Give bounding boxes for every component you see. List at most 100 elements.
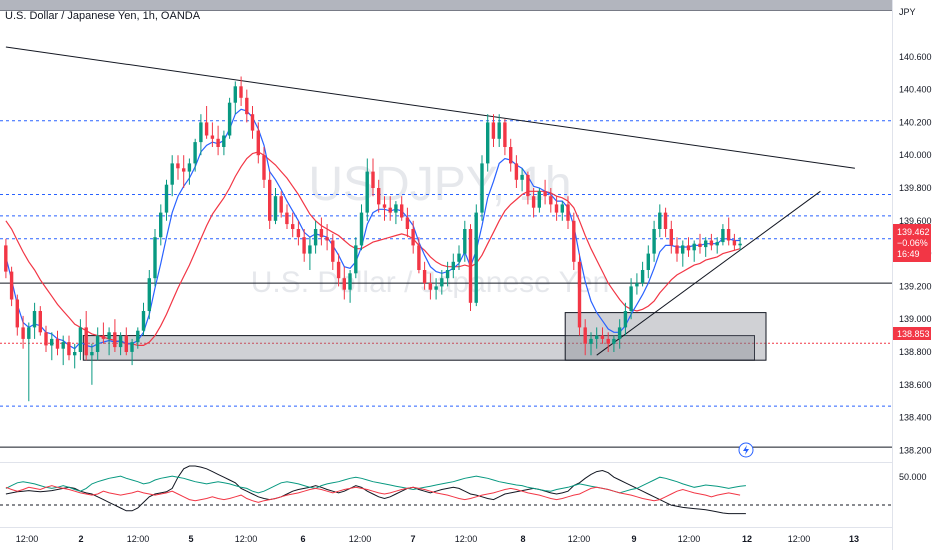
price-tick: 138.200: [899, 445, 932, 455]
zone-box[interactable]: [82, 335, 756, 361]
candle: [136, 327, 140, 349]
price-tick: 138.400: [899, 413, 932, 423]
candle: [726, 217, 731, 246]
candle: [227, 97, 232, 139]
price-tick: 140.000: [899, 150, 932, 160]
candle: [583, 319, 587, 356]
candle: [15, 294, 19, 336]
price-tick: 139.000: [899, 314, 932, 324]
candle: [531, 188, 536, 218]
supply-demand-zones[interactable]: [82, 312, 767, 361]
last-price-tag: 139.462 −0.06% 16:49: [893, 224, 931, 262]
candle: [204, 106, 209, 139]
ema-fast-line: [5, 108, 741, 350]
candle: [681, 240, 685, 267]
last-price-change: −0.06%: [897, 238, 928, 248]
candle: [468, 224, 473, 311]
candle: [503, 119, 507, 156]
time-tick: 12:00: [678, 534, 701, 544]
time-tick: 2: [78, 534, 83, 544]
candle: [549, 188, 553, 213]
time-tick: 12:00: [127, 534, 150, 544]
candle: [600, 327, 605, 344]
alert-price-value: 138.853: [897, 329, 930, 339]
time-tick: 8: [520, 534, 525, 544]
candle: [509, 138, 513, 172]
candle: [273, 188, 278, 225]
trendline[interactable]: [596, 190, 821, 356]
candle: [38, 306, 42, 336]
candle: [526, 171, 530, 205]
candle: [239, 76, 243, 106]
candle: [463, 220, 467, 262]
time-tick: 13: [849, 534, 859, 544]
candle: [646, 245, 650, 279]
candle: [491, 114, 496, 147]
candle: [652, 220, 656, 262]
candle: [21, 315, 25, 349]
candle: [4, 238, 8, 279]
time-axis-ticks[interactable]: 12:00 2 12:00 5 12:00 6 12:00 7 12:00 8 12:00 9 12:0…: [16, 534, 859, 544]
lightning-icon[interactable]: [738, 442, 754, 458]
candle: [199, 114, 203, 156]
candle: [606, 332, 610, 352]
candle: [543, 179, 547, 205]
candle: [296, 220, 301, 246]
candle: [623, 302, 628, 336]
candle: [113, 319, 117, 352]
candle: [101, 322, 106, 344]
candle: [325, 224, 329, 251]
candle: [313, 220, 318, 254]
price-tick: 139.200: [899, 281, 932, 291]
candle: [342, 266, 346, 300]
candle: [354, 237, 358, 279]
time-tick: 12: [742, 534, 752, 544]
candle: [348, 270, 352, 303]
candle: [474, 204, 478, 307]
candle: [595, 327, 599, 349]
candle: [434, 278, 438, 300]
candle: [319, 217, 324, 246]
time-tick: 7: [410, 534, 415, 544]
candle: [405, 207, 410, 238]
candle: [176, 155, 180, 180]
candle: [27, 322, 31, 402]
candle: [61, 335, 65, 366]
candle: [73, 343, 77, 369]
candle: [90, 343, 94, 385]
trendline[interactable]: [5, 46, 855, 169]
time-tick: 12:00: [455, 534, 478, 544]
candle: [164, 179, 169, 221]
candle: [245, 89, 249, 123]
candle: [663, 207, 668, 238]
candle: [400, 196, 404, 221]
candle: [250, 106, 255, 139]
candle: [256, 122, 260, 164]
candle: [187, 158, 192, 185]
candle: [715, 237, 719, 254]
trend-lines[interactable]: [5, 46, 855, 356]
candle: [222, 130, 226, 156]
time-tick: 6: [300, 534, 305, 544]
price-tick: 139.800: [899, 183, 932, 193]
candle: [698, 233, 702, 254]
price-tick: 139.600: [899, 216, 932, 226]
price-tick: 138.800: [899, 347, 932, 357]
candle: [130, 338, 134, 366]
chart-title: U.S. Dollar / Japanese Yen, 1h, OANDA: [5, 10, 201, 22]
candle: [233, 81, 237, 115]
zone-box[interactable]: [564, 312, 767, 361]
candle: [377, 179, 381, 213]
candle: [589, 332, 593, 356]
candle: [417, 237, 421, 274]
price-tick: 138.600: [899, 380, 932, 390]
candle: [577, 253, 582, 336]
candle: [67, 335, 71, 361]
candle: [388, 196, 392, 221]
candle: [382, 196, 387, 221]
candle: [182, 155, 186, 188]
candle: [617, 319, 622, 349]
candle: [359, 204, 364, 251]
last-price-value: 139.462: [897, 227, 930, 237]
